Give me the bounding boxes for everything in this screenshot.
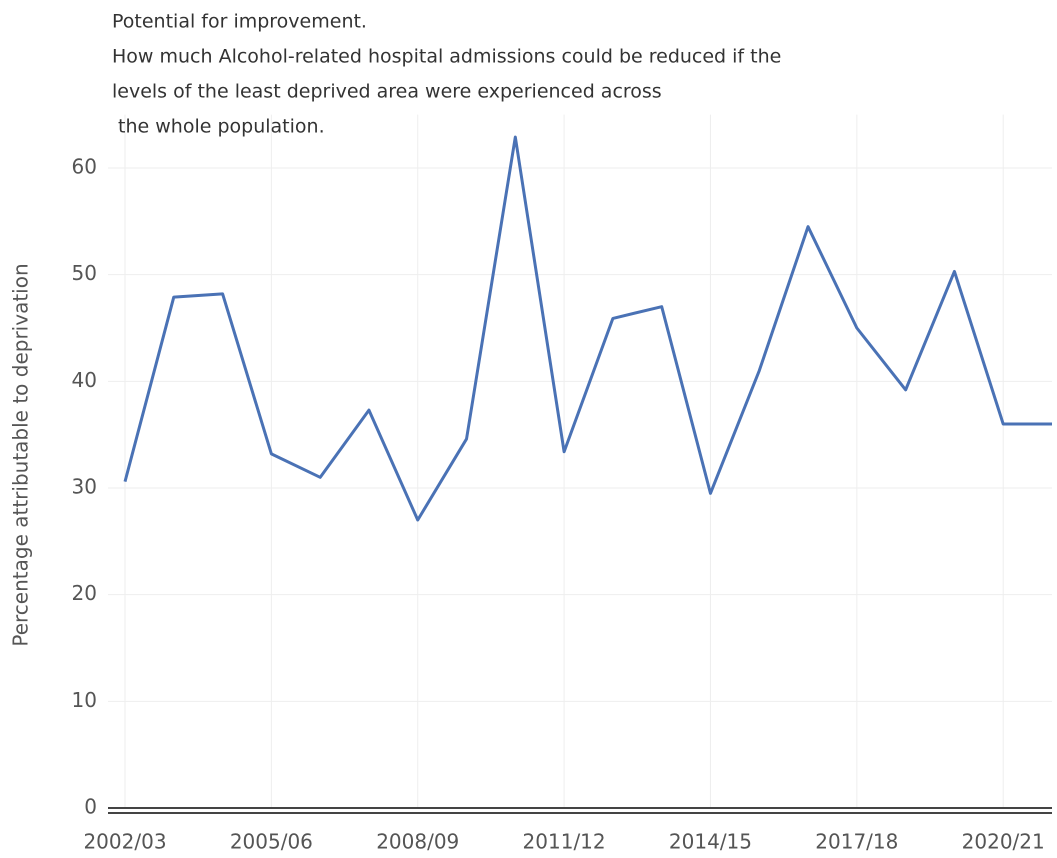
y-tick-label: 50 [72,261,97,285]
x-tick-label: 2020/21 [962,830,1045,854]
x-tick-label: 2005/06 [230,830,313,854]
y-tick-label: 10 [72,688,97,712]
y-tick-label: 60 [72,155,97,179]
y-tick-label: 20 [72,581,97,605]
line [123,135,1052,522]
chart-title: levels of the least deprived area were e… [112,81,662,103]
x-tick-label: 2014/15 [669,830,752,854]
y-tick-label: 40 [72,368,97,392]
y-axis-label: Percentage attributable to deprivation [9,263,33,646]
y-tick-label: 30 [72,475,97,499]
x-tick-label: 2002/03 [83,830,166,854]
chart-title: How much Alcohol-related hospital admiss… [112,46,781,68]
chart-title: Potential for improvement. [112,11,367,33]
chart-title: the whole population. [112,116,325,138]
x-tick-label: 2011/12 [523,830,606,854]
x-tick-label: 2017/18 [815,830,898,854]
y-tick-label: 0 [84,795,97,819]
x-tick-label: 2008/09 [376,830,459,854]
